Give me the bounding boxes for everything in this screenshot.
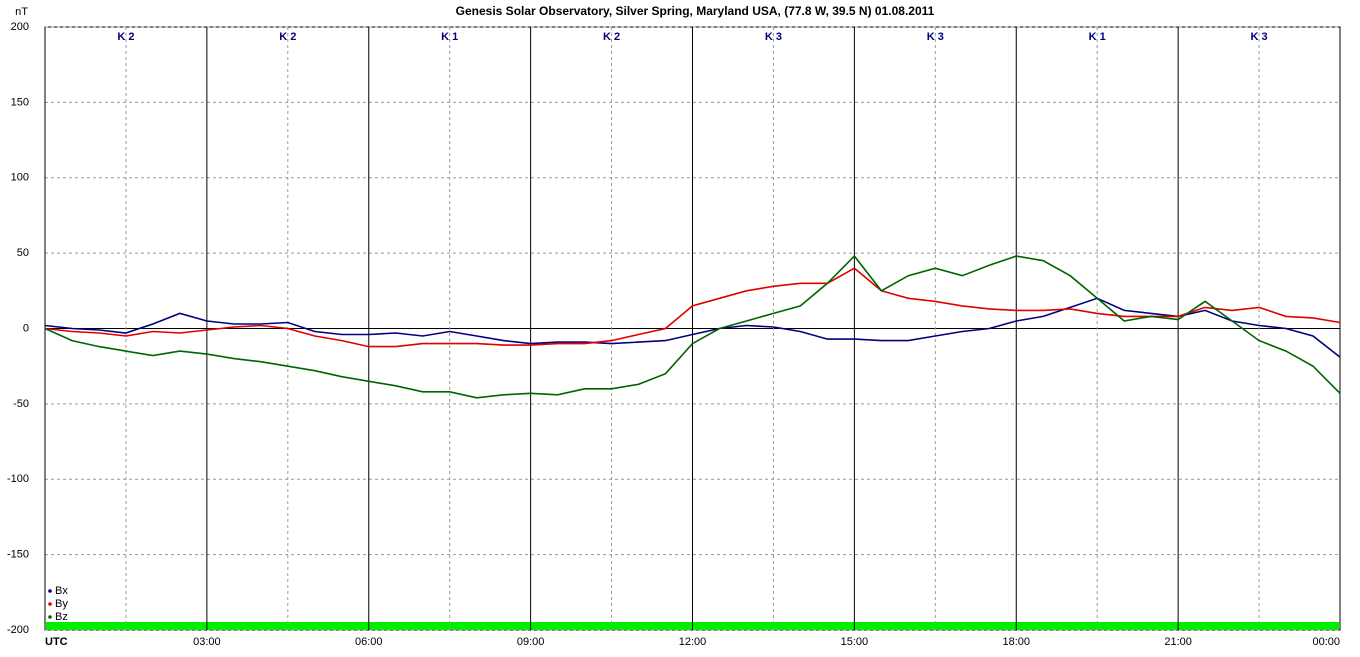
x-tick-label: 18:00 (1002, 636, 1030, 648)
x-tick-label: 03:00 (193, 636, 221, 648)
series-line (44, 297, 1341, 358)
x-tick-label: 12:00 (679, 636, 707, 648)
k-index-label: K 3 (927, 31, 944, 43)
k-index-label: K 2 (117, 31, 134, 43)
x-tick-label: 21:00 (1164, 636, 1192, 648)
series-line (44, 267, 1341, 348)
k-index-label: K 2 (279, 31, 296, 43)
y-tick-label: -150 (7, 549, 29, 561)
legend-marker (48, 589, 52, 593)
k-index-label: K 3 (1251, 31, 1268, 43)
k-index-label: K 3 (765, 31, 782, 43)
legend-label: Bx (55, 585, 68, 597)
y-tick-label: 50 (17, 247, 29, 259)
y-tick-label: 0 (23, 322, 29, 334)
y-tick-label: 200 (11, 21, 29, 33)
y-tick-label: -50 (13, 398, 29, 410)
legend-label: By (55, 598, 68, 610)
legend-label: Bz (55, 611, 68, 623)
x-tick-label: 06:00 (355, 636, 383, 648)
x-tick-label: 15:00 (841, 636, 869, 648)
y-axis-label: nT (15, 6, 28, 18)
y-tick-label: 100 (11, 172, 29, 184)
x-tick-label: 00:00 (1312, 636, 1340, 648)
k-index-label: K 1 (441, 31, 458, 43)
y-tick-label: -100 (7, 473, 29, 485)
y-tick-label: -200 (7, 624, 29, 636)
series-line (44, 254, 1341, 399)
legend-marker (48, 615, 52, 619)
x-tick-label: UTC (45, 636, 68, 648)
k-index-label: K 2 (603, 31, 620, 43)
k-index-label: K 1 (1089, 31, 1106, 43)
chart-title: Genesis Solar Observatory, Silver Spring… (456, 4, 935, 18)
y-tick-label: 150 (11, 96, 29, 108)
x-tick-label: 09:00 (517, 636, 545, 648)
legend-marker (48, 602, 52, 606)
